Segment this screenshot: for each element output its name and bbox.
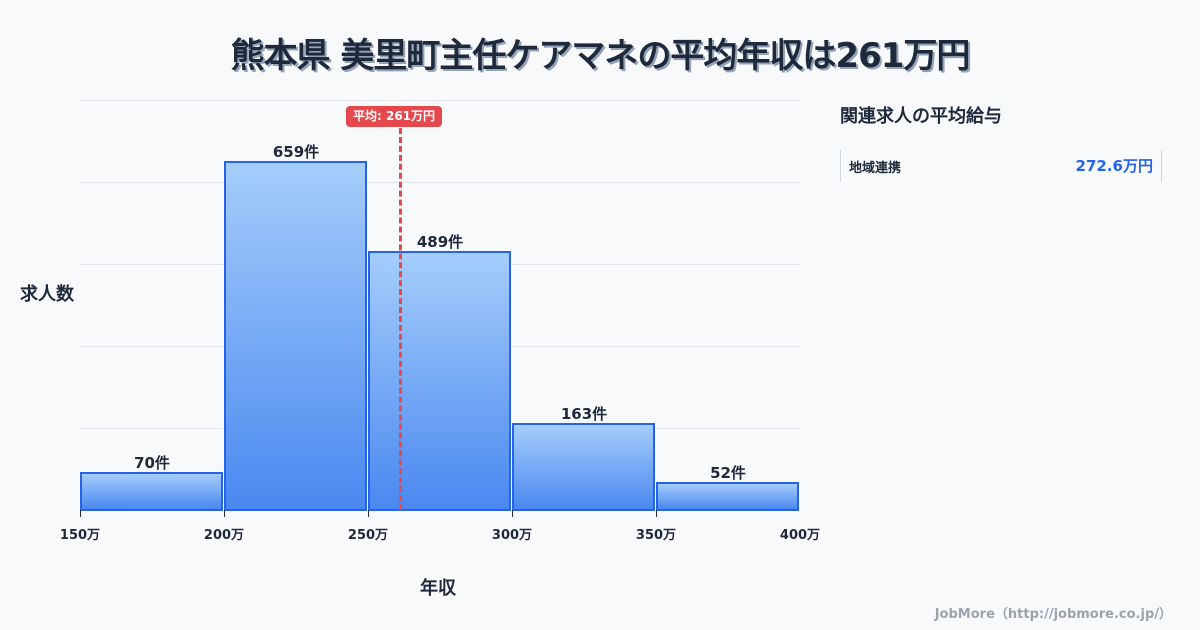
x-tick-label: 250万: [347, 528, 389, 543]
x-tick: [656, 510, 657, 517]
x-tick: [224, 510, 225, 517]
x-axis-label: 年収: [420, 578, 456, 599]
bar-250-300: [368, 251, 511, 511]
y-axis-label: 求人数: [20, 284, 74, 305]
mean-badge: 平均: 261万円: [346, 106, 443, 127]
bar-300-350: [512, 423, 655, 511]
x-tick: [80, 510, 81, 517]
chart-title: 熊本県 美里町主任ケアマネの平均年収は261万円: [230, 36, 971, 76]
bar-value-label: 659件: [272, 143, 320, 161]
bar-350-400: [656, 482, 799, 511]
mean-line: [399, 128, 402, 510]
histogram-chart: 70件 659件 489件 163件 52件 平均: 261万円 150万 20…: [20, 100, 820, 599]
related-salary-title: 関連求人の平均給与: [840, 106, 1002, 127]
x-tick-label: 200万: [203, 528, 245, 543]
bar-150-200: [80, 472, 223, 511]
bar-value-label: 70件: [134, 454, 170, 472]
x-tick-label: 400万: [779, 528, 821, 543]
related-job-label: 地域連携: [849, 161, 902, 176]
related-salary-row: 地域連携 272.6万円: [840, 150, 1162, 182]
related-salary-panel: 関連求人の平均給与 地域連携 272.6万円: [840, 102, 1162, 182]
bar-value-label: 52件: [710, 464, 746, 482]
bar-value-label: 489件: [416, 233, 464, 251]
x-tick-label: 150万: [59, 528, 101, 543]
footer-credit: JobMore（http://jobmore.co.jp/）: [934, 607, 1172, 622]
x-tick: [512, 510, 513, 517]
bar-200-250: [224, 161, 367, 511]
gridline: [80, 182, 800, 183]
bar-value-label: 163件: [560, 405, 608, 423]
x-tick: [368, 510, 369, 517]
x-tick-label: 300万: [491, 528, 533, 543]
related-job-salary: 272.6万円: [1075, 157, 1153, 175]
x-tick-label: 350万: [635, 528, 677, 543]
gridline: [80, 100, 800, 101]
